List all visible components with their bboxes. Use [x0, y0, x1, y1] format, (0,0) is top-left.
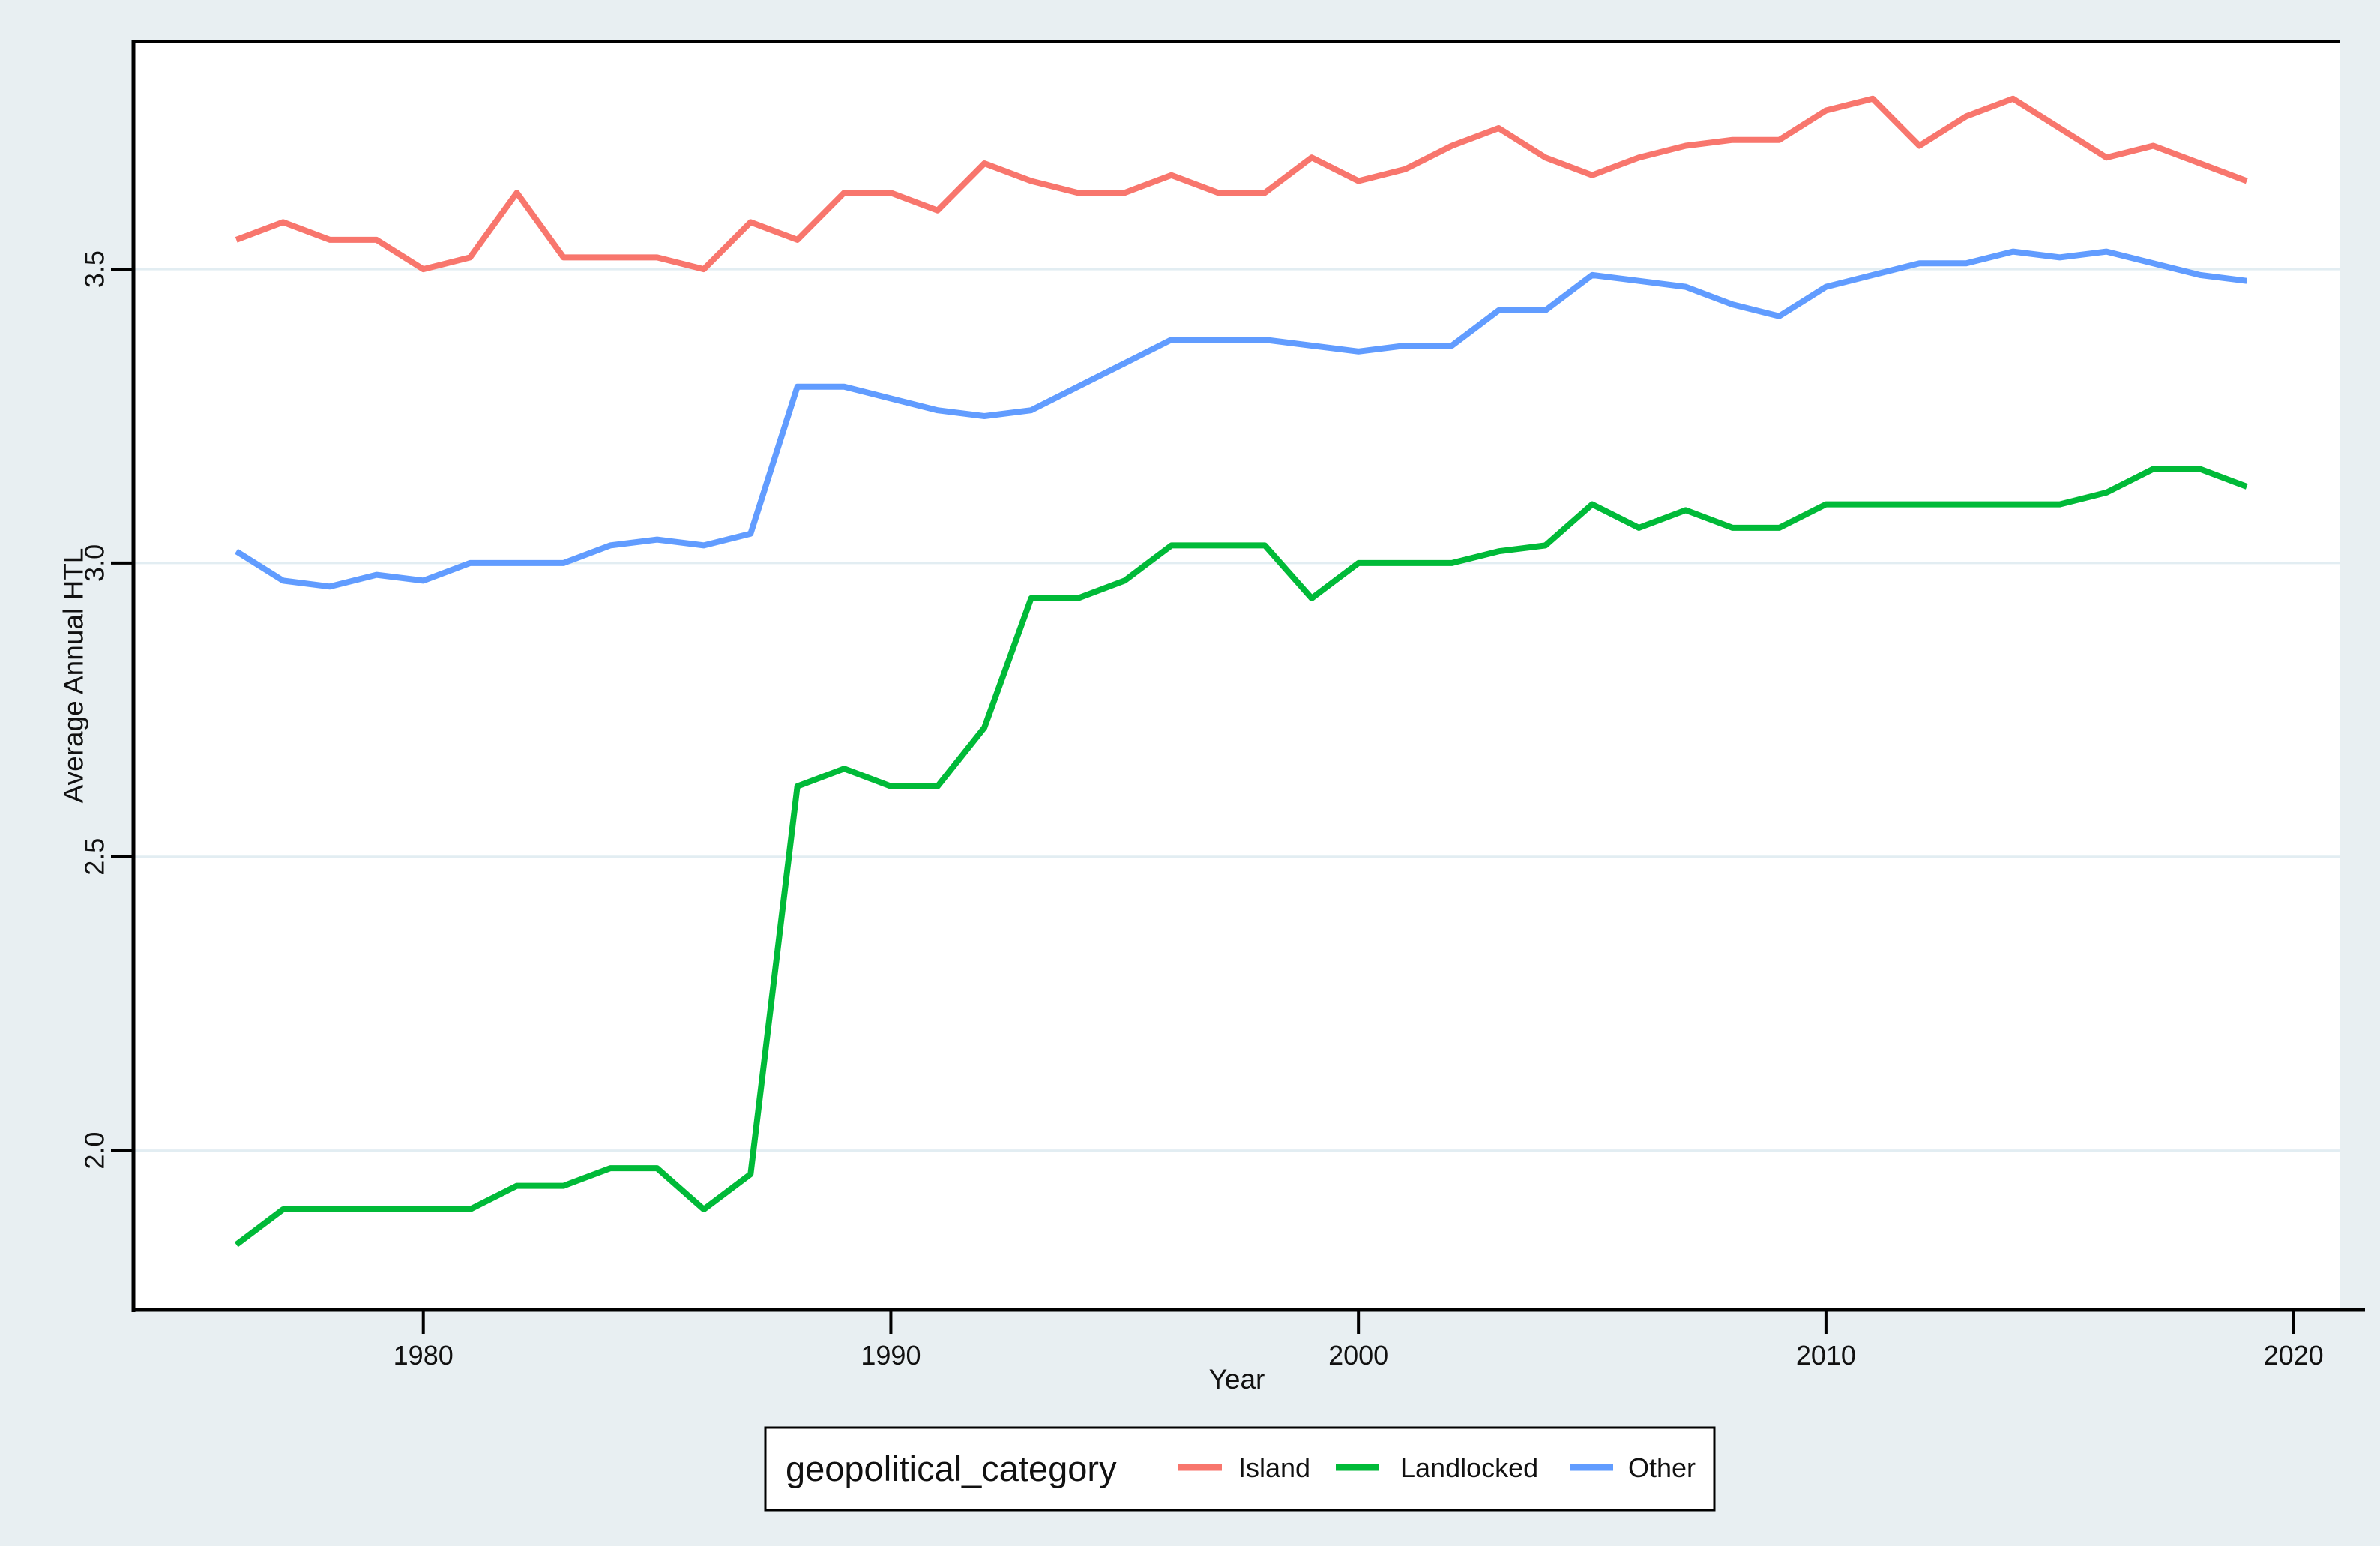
axes: [131, 40, 2365, 1312]
legend-entries: Island Landlocked Other: [1178, 1452, 1696, 1483]
y-axis-title: Average Annual HTL: [58, 548, 89, 804]
y-axis-ticks: 3.5 3.0 2.5 2.0: [79, 250, 133, 1170]
data-series: [234, 95, 2248, 1248]
y-tick-label: 2.5: [79, 838, 110, 876]
series-line-island: [235, 95, 2248, 273]
x-axis-title: Year: [1209, 1364, 1265, 1395]
x-tick-label: 1980: [394, 1340, 454, 1371]
y-tick-label: 3.0: [79, 544, 110, 582]
x-tick-label: 2020: [2264, 1340, 2324, 1371]
legend-label-other: Other: [1628, 1452, 1696, 1483]
series-line-landlocked: [234, 466, 2248, 1248]
series-line-other: [235, 248, 2247, 590]
plot-area: [133, 41, 2340, 1310]
x-tick-label: 1990: [861, 1340, 921, 1371]
y-tick-label: 2.0: [79, 1132, 110, 1170]
legend-label-landlocked: Landlocked: [1400, 1452, 1538, 1483]
x-tick-label: 2010: [1796, 1340, 1856, 1371]
legend: geopolitical_category Island Landlocked Ot…: [764, 1426, 1716, 1512]
x-tick-label: 2000: [1328, 1340, 1388, 1371]
y-tick-label: 3.5: [79, 250, 110, 288]
legend-title: geopolitical_category: [786, 1449, 1117, 1488]
legend-box: [764, 1426, 1716, 1512]
x-axis-ticks: 1980 1990 2000 2010 2020: [394, 1310, 2324, 1371]
legend-label-island: Island: [1238, 1452, 1310, 1483]
